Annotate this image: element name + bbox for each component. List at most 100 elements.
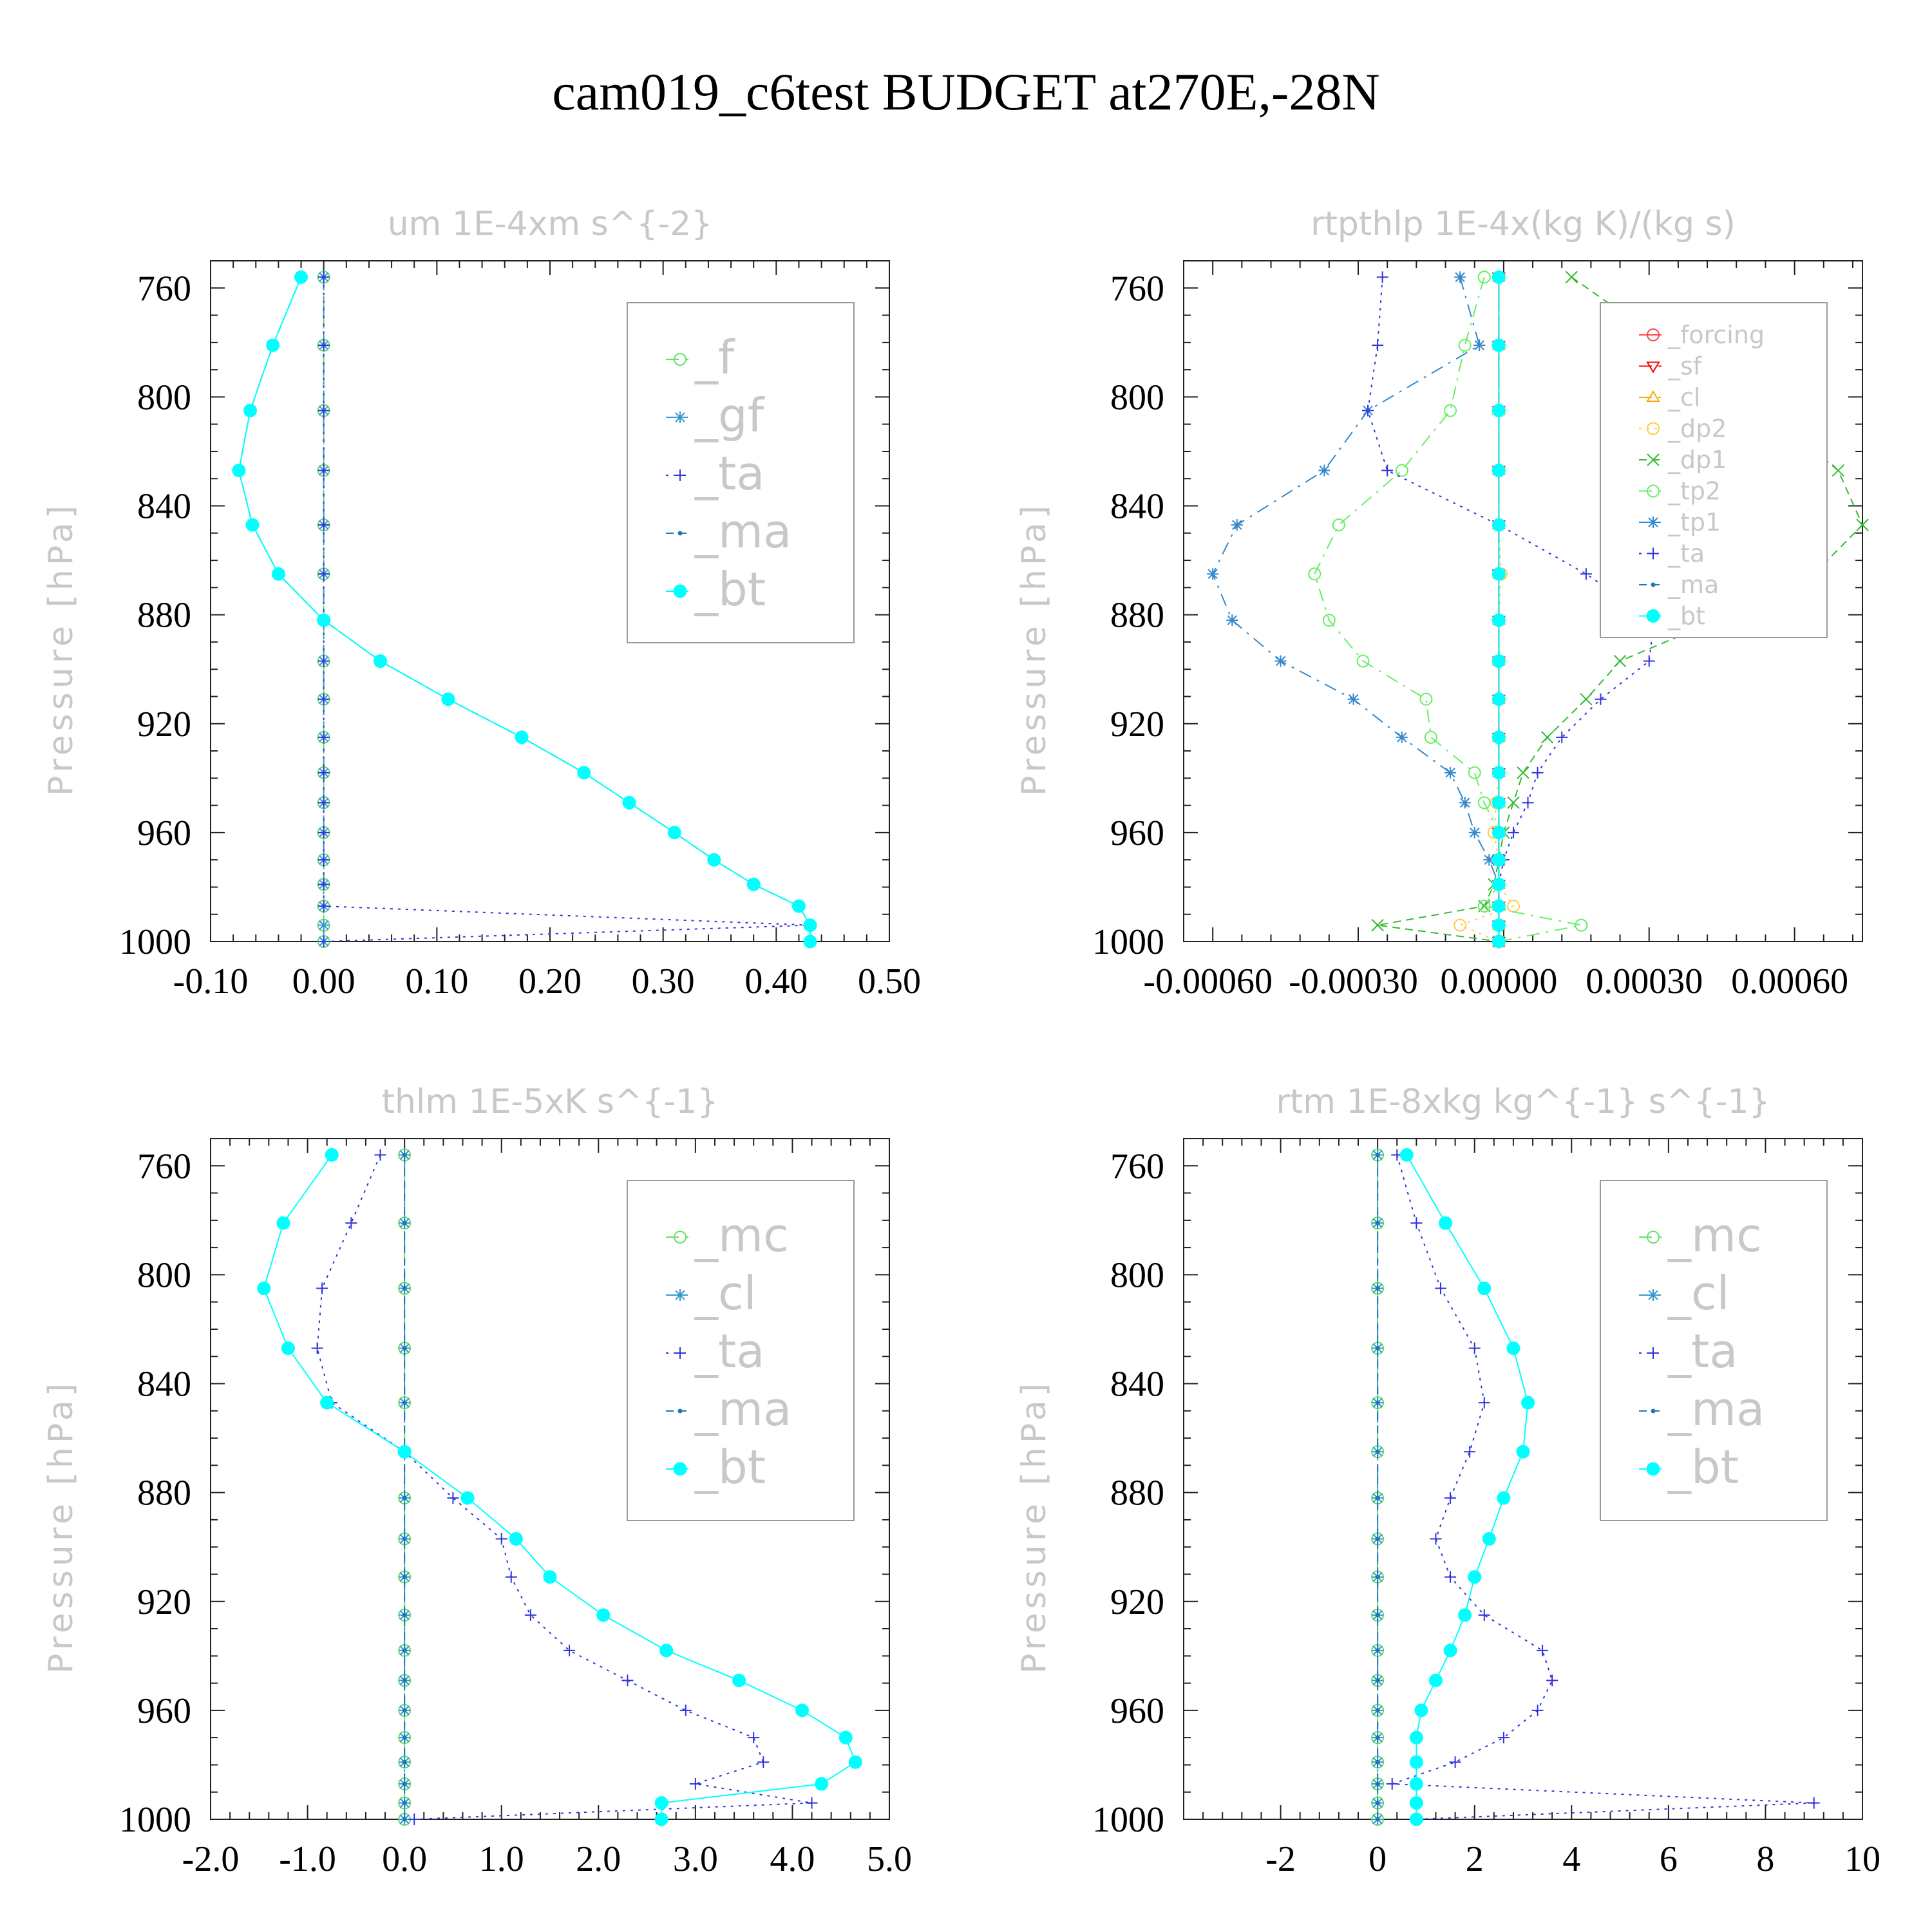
data-point bbox=[408, 1814, 421, 1825]
legend-marker bbox=[1651, 1408, 1656, 1414]
x-tick-label: 5.0 bbox=[867, 1839, 912, 1879]
series-ta bbox=[317, 271, 817, 947]
data-point bbox=[1492, 899, 1506, 913]
data-point bbox=[1375, 1575, 1380, 1580]
legend-entry: _bt bbox=[1667, 602, 1705, 630]
data-point bbox=[1477, 270, 1491, 284]
series-line bbox=[1212, 277, 1500, 942]
data-point bbox=[791, 899, 806, 913]
data-point bbox=[1492, 853, 1506, 867]
x-tick-label: -2 bbox=[1265, 1839, 1296, 1879]
legend-entry: _tp2 bbox=[1667, 477, 1721, 506]
legend-marker bbox=[1647, 328, 1660, 341]
data-point bbox=[1492, 613, 1506, 627]
y-tick-label: 1000 bbox=[1092, 1800, 1164, 1840]
data-point bbox=[1477, 796, 1491, 810]
y-tick-label: 880 bbox=[137, 596, 191, 636]
legend-entry: _ta bbox=[694, 1324, 764, 1378]
legend-marker bbox=[677, 1408, 683, 1414]
y-tick-label: 1000 bbox=[119, 922, 191, 962]
x-tick-label: 0.20 bbox=[518, 961, 582, 1001]
data-point bbox=[746, 877, 761, 891]
data-point bbox=[1458, 1608, 1472, 1622]
data-point bbox=[1274, 655, 1287, 667]
data-point bbox=[402, 1346, 407, 1351]
data-point bbox=[1207, 568, 1219, 580]
legend-marker bbox=[674, 469, 686, 481]
data-point bbox=[317, 519, 330, 531]
legend-entry: _bt bbox=[694, 562, 766, 616]
y-tick-label: 1000 bbox=[119, 1800, 191, 1840]
data-point bbox=[1318, 464, 1331, 477]
data-point bbox=[1477, 900, 1491, 913]
data-point bbox=[345, 1217, 357, 1229]
data-point bbox=[1482, 1532, 1496, 1546]
legend-entry: _mc bbox=[1667, 1208, 1762, 1262]
data-point bbox=[1492, 934, 1506, 949]
y-axis-label: Pressure [hPa] bbox=[1015, 1379, 1054, 1674]
data-point bbox=[621, 1674, 634, 1687]
y-tick-label: 800 bbox=[1110, 377, 1164, 417]
data-point bbox=[1322, 614, 1336, 627]
data-point bbox=[317, 568, 330, 580]
data-point bbox=[1478, 1397, 1490, 1409]
plot-frame bbox=[1183, 260, 1863, 942]
legend-entry: _ta bbox=[1667, 540, 1705, 568]
data-point bbox=[1556, 731, 1568, 743]
data-point bbox=[1375, 1400, 1380, 1405]
series-line bbox=[1458, 277, 1515, 942]
data-point bbox=[402, 1400, 407, 1405]
data-point bbox=[1424, 730, 1437, 744]
data-point bbox=[1375, 1648, 1380, 1653]
data-point bbox=[1492, 795, 1506, 810]
data-point bbox=[1492, 338, 1506, 352]
legend: _f_gf_ta_ma_bt bbox=[627, 302, 855, 643]
data-point bbox=[1492, 918, 1506, 933]
y-tick-label: 760 bbox=[137, 1146, 191, 1186]
data-point bbox=[732, 1673, 746, 1687]
data-point bbox=[1409, 1812, 1423, 1826]
data-point bbox=[515, 730, 529, 744]
y-tick-label: 840 bbox=[137, 1365, 191, 1405]
data-point bbox=[1444, 1492, 1457, 1504]
series-ta bbox=[1386, 1149, 1820, 1825]
data-point bbox=[317, 936, 330, 947]
chart-panel-3: thlm 1E-5xK s^{-1} Pressure [hPa] 760 800 84… bbox=[42, 1083, 912, 1879]
data-point bbox=[317, 766, 330, 779]
data-point bbox=[795, 1703, 809, 1718]
data-point bbox=[1492, 692, 1506, 706]
data-point bbox=[374, 1149, 386, 1161]
legend-entry: _f bbox=[694, 330, 735, 384]
series-tp2 bbox=[1308, 270, 1588, 948]
data-point bbox=[402, 1220, 407, 1226]
legend-entry: _sf bbox=[1667, 352, 1703, 381]
x-tick-label: 4 bbox=[1562, 1839, 1580, 1879]
data-point bbox=[1409, 1730, 1423, 1745]
data-point bbox=[1414, 1703, 1428, 1718]
y-axis-label: Pressure [hPa] bbox=[42, 502, 80, 796]
data-point bbox=[654, 1812, 668, 1826]
series-line bbox=[316, 1154, 812, 1820]
y-tick-label: 920 bbox=[1110, 1582, 1164, 1622]
legend-entry: _cl bbox=[1667, 383, 1700, 412]
data-point bbox=[294, 270, 308, 284]
legend-entry: _dp1 bbox=[1667, 446, 1727, 474]
data-point bbox=[1643, 655, 1655, 667]
data-point bbox=[1613, 654, 1627, 668]
data-point bbox=[402, 1613, 407, 1618]
series-line bbox=[238, 276, 811, 942]
data-point bbox=[1506, 1341, 1520, 1356]
data-point bbox=[1497, 1491, 1511, 1505]
y-tick-label: 880 bbox=[1110, 1473, 1164, 1513]
series-bt bbox=[1492, 270, 1506, 949]
data-point bbox=[1492, 766, 1506, 780]
legend-marker bbox=[674, 1231, 687, 1244]
data-point bbox=[1468, 1342, 1481, 1354]
data-point bbox=[317, 404, 330, 417]
legend-entry: _ma bbox=[1667, 1382, 1765, 1436]
data-point bbox=[659, 1643, 674, 1658]
y-axis-label: Pressure [hPa] bbox=[1015, 502, 1054, 796]
data-point bbox=[1375, 1708, 1380, 1713]
legend-marker bbox=[1651, 582, 1656, 587]
legend-marker bbox=[1647, 453, 1660, 466]
